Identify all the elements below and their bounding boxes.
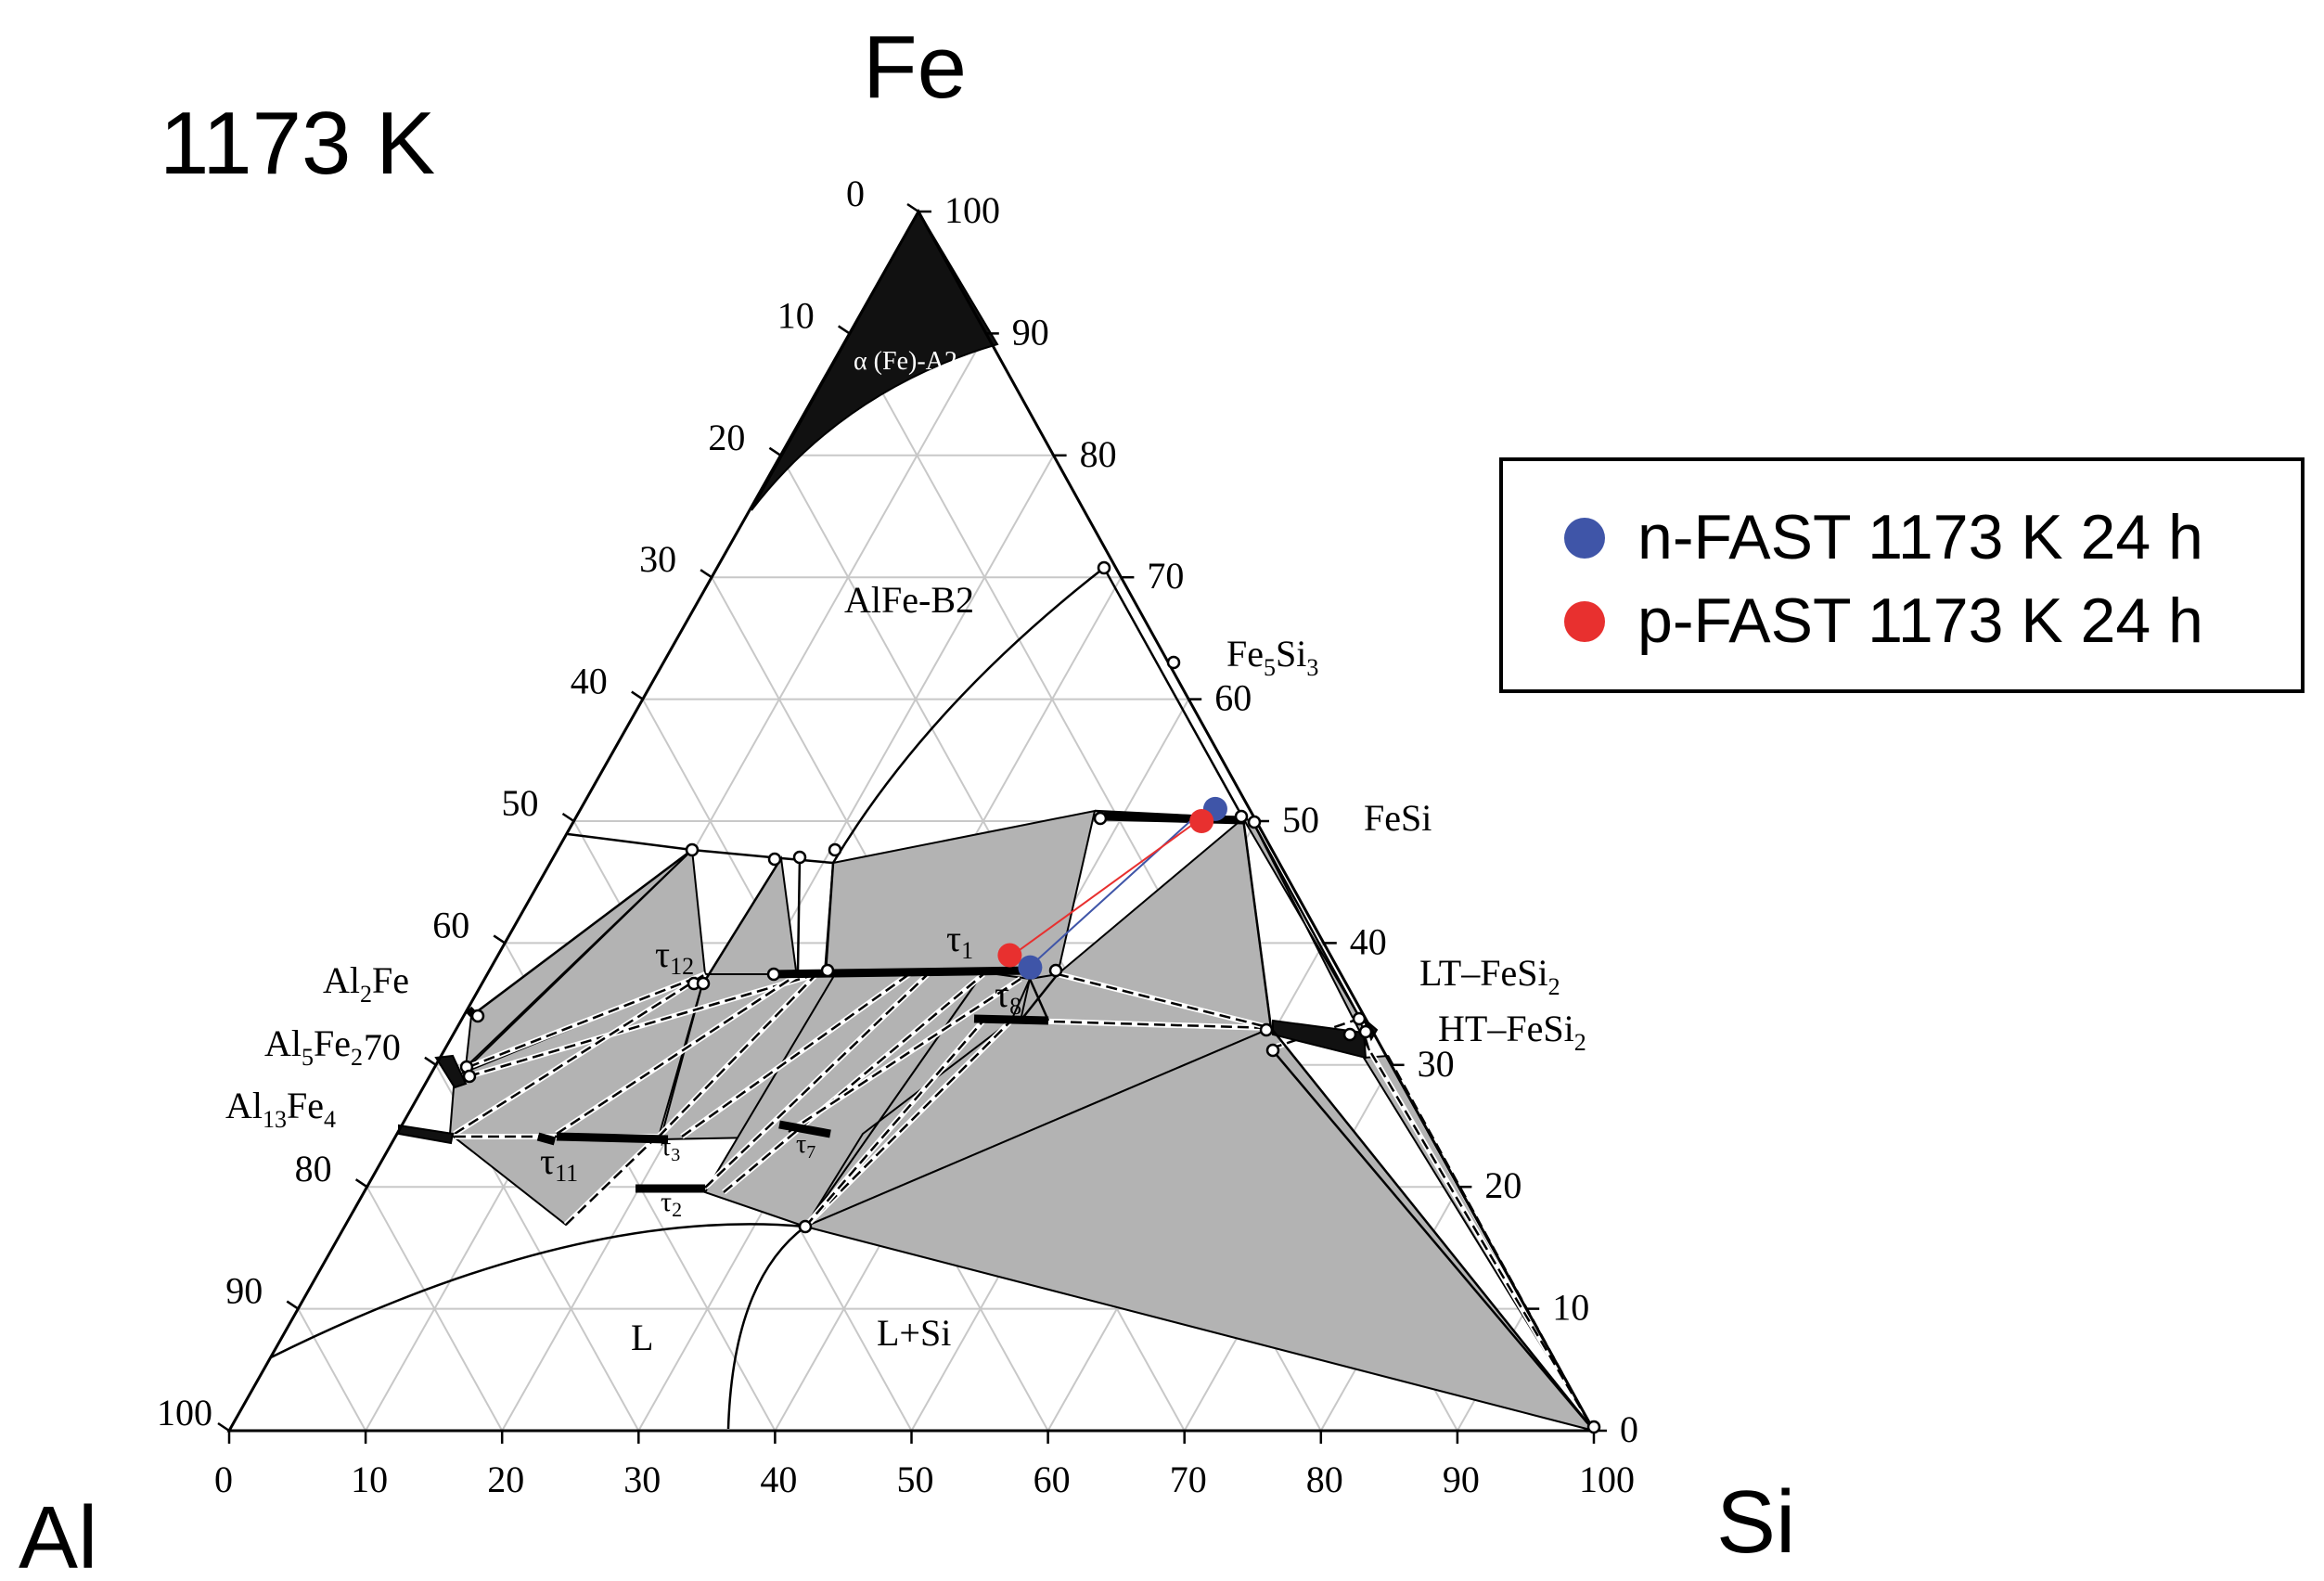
liquid-si-label: L+Si: [877, 1312, 951, 1354]
lt-fesi2-label: LT–FeSi2: [1419, 952, 1560, 1000]
tick-label-left: 70: [364, 1026, 401, 1068]
tick-label-bottom: 100: [1579, 1459, 1635, 1500]
tick-label-right: 30: [1418, 1043, 1455, 1085]
tick-label-left: 90: [225, 1270, 263, 1312]
p-fast-point-tau1: [997, 943, 1022, 968]
p-fast-tie: [1006, 819, 1200, 960]
fesi-label: FeSi: [1364, 797, 1432, 839]
liquid-label: L: [631, 1317, 653, 1358]
tau2-label: τ2: [661, 1187, 682, 1221]
tick-left: [354, 1178, 368, 1189]
tau1-label: τ1: [946, 918, 973, 964]
tick-left: [217, 1421, 230, 1433]
tau12-label: τ12: [655, 933, 694, 980]
tick-left: [286, 1300, 299, 1310]
tick-left: [561, 812, 575, 823]
tick-label-left: 100: [157, 1392, 212, 1433]
al2fe-label: Al2Fe: [323, 959, 409, 1008]
tick-label-right: 100: [944, 189, 1000, 231]
ht-fesi2-label: HT–FeSi2: [1438, 1008, 1586, 1056]
legend-marker-n-fast: [1564, 518, 1605, 559]
tick-label-bottom: 30: [623, 1459, 661, 1500]
tick-label-right: 60: [1214, 677, 1252, 719]
grid-line-al: [366, 1186, 504, 1432]
n-fast-tie: [1031, 811, 1201, 966]
tick-label-right: 40: [1350, 920, 1387, 962]
invariant-nodes: [459, 560, 1601, 1434]
tick-label-bottom: 0: [214, 1459, 233, 1500]
tick-left: [700, 569, 713, 579]
tau11-label: τ11: [540, 1140, 578, 1187]
al13fe4-label: Al13Fe4: [225, 1085, 336, 1133]
legend-label-p-fast: p-FAST 1173 K 24 h: [1637, 585, 2203, 656]
tick-left: [838, 325, 851, 335]
tick-label-right: 0: [1620, 1408, 1638, 1450]
tick-label-right: 80: [1080, 433, 1117, 475]
tau8-label: τ8: [995, 973, 1021, 1020]
tick-label-right: 70: [1147, 555, 1184, 597]
al5fe2-region: [434, 1054, 468, 1089]
tick-label-bottom: 60: [1034, 1459, 1071, 1500]
tick-label-left: 50: [502, 782, 539, 824]
tick-left: [424, 1056, 437, 1066]
al13fe4-region: [398, 1124, 455, 1145]
phase-labels: α (Fe)-A2 AlFe-B2 Fe5Si3 FeSi LT–FeSi2 H…: [225, 347, 1586, 1358]
legend: n-FAST 1173 K 24 h p-FAST 1173 K 24 h: [1499, 457, 2305, 693]
tick-label-left: 20: [708, 417, 745, 458]
tick-label-left: 30: [639, 538, 676, 580]
tick-label-bottom: 90: [1443, 1459, 1480, 1500]
tau7-label: τ7: [796, 1130, 815, 1163]
tick-label-left: 40: [571, 661, 608, 702]
alpha-fe-region: [751, 209, 999, 511]
tick-left: [768, 446, 782, 456]
al-corner-label: Al: [19, 1488, 97, 1581]
tick-left: [906, 202, 919, 213]
tick-label-left: 60: [432, 904, 469, 945]
tick-label-left: 0: [846, 173, 865, 214]
tau3-label: τ3: [661, 1133, 680, 1165]
tick-label-right: 10: [1552, 1287, 1589, 1329]
tick-label-bottom: 40: [760, 1459, 797, 1500]
p-fast-point-fesi: [1189, 809, 1214, 833]
tick-label-bottom: 50: [897, 1459, 934, 1500]
phase-boundaries: [270, 567, 1595, 1432]
tick-label-bottom: 20: [487, 1459, 524, 1500]
n-fast-point-tau1: [1018, 955, 1043, 980]
grid-line-al: [297, 1308, 366, 1432]
fe5si3-label: Fe5Si3: [1226, 633, 1318, 681]
tick-label-bottom: 10: [351, 1459, 388, 1500]
alpha-fe-label: α (Fe)-A2: [854, 347, 957, 376]
region-t12-b: [701, 855, 798, 985]
al5fe2-label: Al5Fe2: [264, 1022, 363, 1071]
single-phase-regions: [398, 209, 1379, 1145]
tick-left: [631, 690, 644, 701]
legend-marker-p-fast: [1564, 601, 1605, 642]
legend-label-n-fast: n-FAST 1173 K 24 h: [1637, 502, 2203, 572]
si-corner-label: Si: [1716, 1472, 1795, 1572]
alfe-b2-label: AlFe-B2: [844, 579, 974, 621]
tick-label-bottom: 70: [1170, 1459, 1207, 1500]
tick-left: [493, 934, 506, 945]
tick-label-right: 50: [1282, 799, 1319, 841]
tick-label-right: 20: [1484, 1164, 1522, 1206]
fe-corner-label: Fe: [863, 18, 967, 117]
tick-label-right: 90: [1012, 311, 1049, 353]
chart-title: 1173 K: [160, 94, 435, 193]
tick-label-left: 80: [295, 1148, 332, 1189]
legend-box: [1499, 457, 2305, 693]
tick-label-bottom: 80: [1306, 1459, 1343, 1500]
tick-label-left: 10: [777, 294, 815, 336]
